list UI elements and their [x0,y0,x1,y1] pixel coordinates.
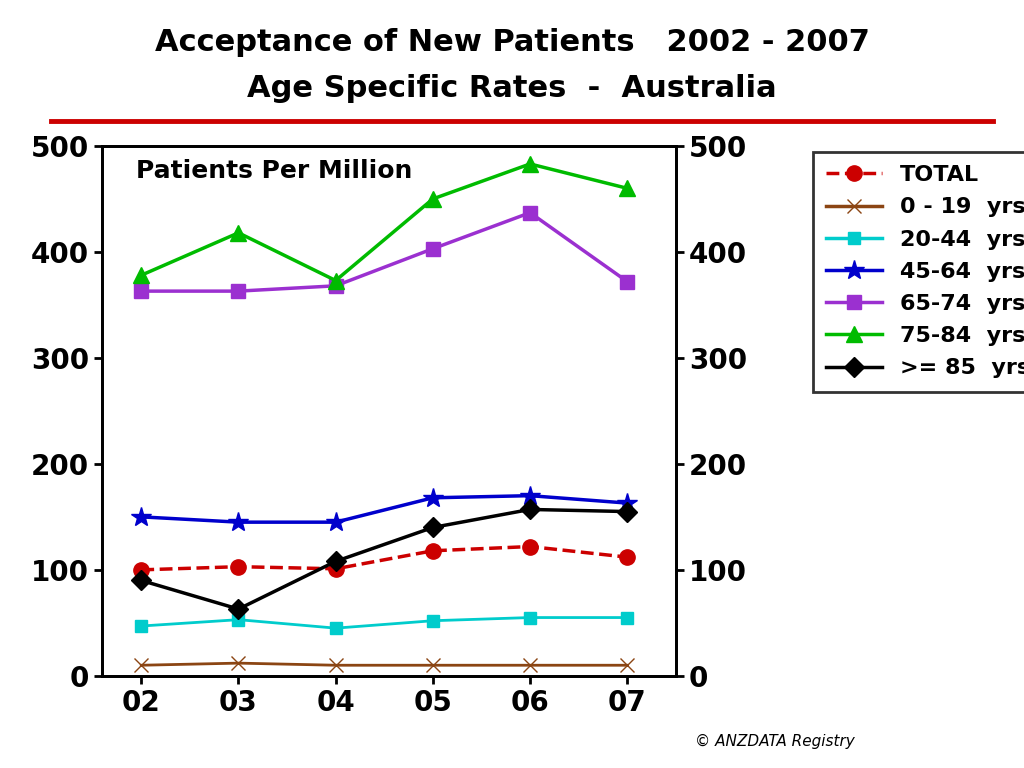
Legend: TOTAL, 0 - 19  yrs, 20-44  yrs, 45-64  yrs, 65-74  yrs, 75-84  yrs, >= 85  yrs: TOTAL, 0 - 19 yrs, 20-44 yrs, 45-64 yrs,… [813,152,1024,392]
Text: Patients Per Million: Patients Per Million [136,159,413,184]
Text: © ANZDATA Registry: © ANZDATA Registry [695,733,855,749]
Text: Age Specific Rates  -  Australia: Age Specific Rates - Australia [247,74,777,103]
Text: Acceptance of New Patients   2002 - 2007: Acceptance of New Patients 2002 - 2007 [155,28,869,57]
